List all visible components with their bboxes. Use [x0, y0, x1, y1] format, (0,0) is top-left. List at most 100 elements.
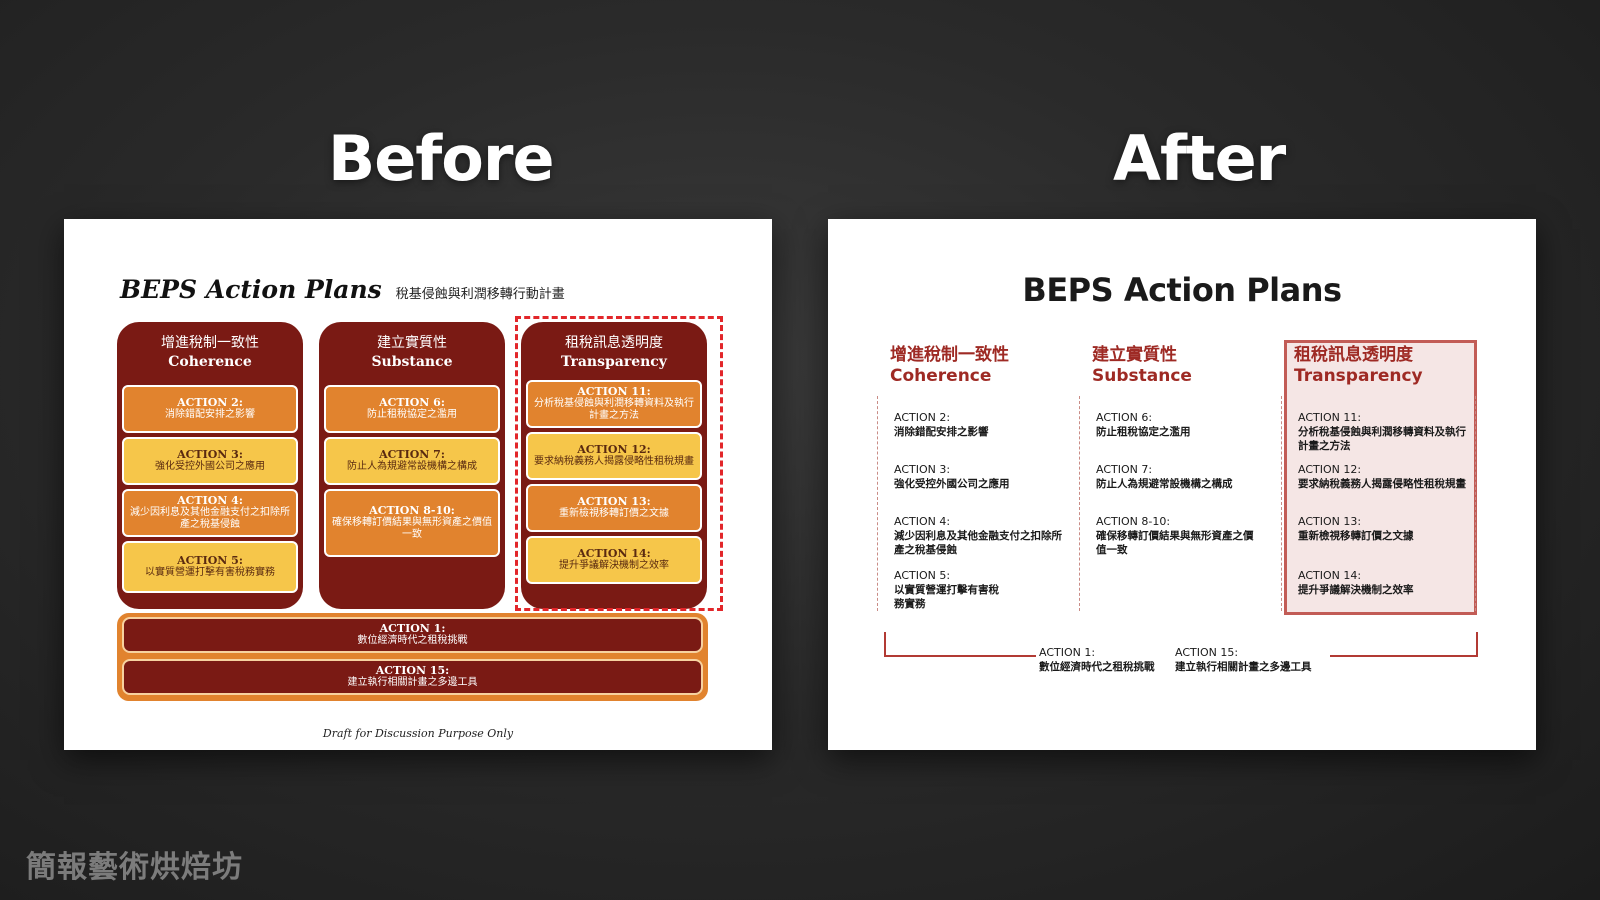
action-item: ACTION 7: 防止人為規避常設機構之構成 [1096, 463, 1271, 491]
action-card: ACTION 11: 分析稅基侵蝕與利潤移轉資料及執行計畫之方法 [526, 380, 702, 428]
action-item: ACTION 11: 分析稅基侵蝕與利潤移轉資料及執行計畫之方法 [1298, 411, 1468, 453]
action-title: ACTION 4: [894, 515, 951, 528]
action-desc: 防止人為規避常設機構之構成 [347, 461, 477, 472]
action-desc: 重新檢視移轉訂價之文據 [559, 508, 669, 519]
after-column-substance: 建立實質性 Substance ACTION 6: 防止租稅協定之濫用 ACTI… [1076, 345, 1274, 611]
action-card: ACTION 14: 提升爭議解決機制之效率 [526, 536, 702, 584]
action-desc: 確保移轉訂價結果與無形資產之價值一致 [332, 517, 492, 540]
action-card: ACTION 1: 數位經濟時代之租稅挑戰 [122, 617, 703, 653]
action-title: ACTION 7: [1096, 463, 1153, 476]
action-title: ACTION 13: [577, 495, 651, 508]
action-list: ACTION 11: 分析稅基侵蝕與利潤移轉資料及執行計畫之方法 ACTION … [1281, 396, 1476, 611]
action-desc: 以實質營運打擊有害稅務實務 [894, 584, 999, 610]
action-desc: 數位經濟時代之租稅挑戰 [1039, 661, 1155, 673]
bracket-right [1330, 632, 1478, 657]
column-title-en: Substance [1092, 366, 1192, 386]
action-card: ACTION 7: 防止人為規避常設機構之構成 [324, 437, 500, 485]
action-item: ACTION 6: 防止租稅協定之濫用 [1096, 411, 1271, 439]
action-desc: 要求納稅義務人揭露侵略性租稅規畫 [534, 456, 694, 467]
before-column-transparency: 租稅訊息透明度 Transparency ACTION 11: 分析稅基侵蝕與利… [521, 322, 707, 609]
action-desc: 建立執行相關計畫之多邊工具 [1175, 661, 1312, 673]
action-desc: 強化受控外國公司之應用 [894, 478, 1010, 490]
before-column-substance: 建立實質性 Substance ACTION 6: 防止租稅協定之濫用 ACTI… [319, 322, 505, 609]
column-title-en: Coherence [890, 366, 992, 386]
before-title: BEPS Action Plans [120, 275, 382, 304]
action-desc: 重新檢視移轉訂價之文據 [1298, 530, 1414, 542]
action-title: ACTION 8-10: [1096, 515, 1171, 528]
action-card: ACTION 6: 防止租稅協定之濫用 [324, 385, 500, 433]
action-card: ACTION 2: 消除錯配安排之影響 [122, 385, 298, 433]
action-card: ACTION 13: 重新檢視移轉訂價之文據 [526, 484, 702, 532]
action-desc: 減少因利息及其他金融支付之扣除所產之稅基侵蝕 [130, 507, 290, 530]
action-title: ACTION 5: [177, 554, 243, 567]
action-desc: 提升爭議解決機制之效率 [559, 560, 669, 571]
action-title: ACTION 7: [379, 448, 445, 461]
action-title: ACTION 3: [894, 463, 951, 476]
action-title: ACTION 6: [379, 396, 445, 409]
watermark-text: 簡報藝術烘焙坊 [26, 850, 243, 885]
column-header: 增進稅制一致性 Coherence [117, 322, 303, 384]
action-card: ACTION 4: 減少因利息及其他金融支付之扣除所產之稅基侵蝕 [122, 489, 298, 537]
action-title: ACTION 13: [1298, 515, 1362, 528]
action-title: ACTION 15: [375, 664, 450, 677]
action-desc: 消除錯配安排之影響 [165, 409, 255, 420]
action-card: ACTION 15: 建立執行相關計畫之多邊工具 [122, 659, 703, 695]
action-list: ACTION 6: 防止租稅協定之濫用 ACTION 7: 防止人為規避常設機構… [1079, 396, 1274, 611]
action-item: ACTION 1: 數位經濟時代之租稅挑戰 [1039, 646, 1155, 674]
column-header: 建立實質性 Substance [1076, 345, 1274, 386]
action-desc: 防止租稅協定之濫用 [1096, 426, 1191, 438]
action-item: ACTION 15: 建立執行相關計畫之多邊工具 [1175, 646, 1312, 674]
transparency-dashed-frame [515, 316, 723, 611]
column-header: 租稅訊息透明度 Transparency [1278, 345, 1476, 386]
action-title: ACTION 1: [1039, 646, 1096, 659]
action-desc: 分析稅基侵蝕與利潤移轉資料及執行計畫之方法 [1298, 426, 1466, 452]
action-desc: 消除錯配安排之影響 [894, 426, 989, 438]
action-item: ACTION 13: 重新檢視移轉訂價之文據 [1298, 515, 1473, 543]
column-title-zh: 增進稅制一致性 [161, 335, 259, 351]
action-title: ACTION 11: [577, 385, 651, 398]
action-desc: 強化受控外國公司之應用 [155, 461, 265, 472]
action-title: ACTION 4: [177, 494, 243, 507]
before-subtitle: 稅基侵蝕與利潤移轉行動計畫 [395, 287, 565, 302]
action-title: ACTION 3: [177, 448, 243, 461]
column-title-zh: 租稅訊息透明度 [1294, 345, 1413, 365]
action-title: ACTION 5: [894, 569, 951, 582]
action-title: ACTION 8-10: [369, 504, 455, 517]
action-item: ACTION 12: 要求納稅義務人揭露侵略性租稅規畫 [1298, 463, 1468, 491]
after-slide: BEPS Action Plans 增進稅制一致性 Coherence ACTI… [828, 219, 1536, 750]
action-desc: 減少因利息及其他金融支付之扣除所產之稅基侵蝕 [894, 530, 1062, 556]
action-title: ACTION 1: [379, 622, 446, 635]
action-desc: 防止人為規避常設機構之構成 [1096, 478, 1233, 490]
action-title: ACTION 12: [577, 443, 651, 456]
before-title-block: BEPS Action Plans 稅基侵蝕與利潤移轉行動計畫 [120, 275, 565, 304]
after-heading: After [1113, 122, 1286, 195]
column-title-en: Coherence [168, 354, 252, 370]
column-title-en: Transparency [561, 354, 667, 370]
action-title: ACTION 12: [1298, 463, 1362, 476]
action-desc: 以實質營運打擊有害稅務實務 [145, 567, 275, 578]
action-title: ACTION 14: [577, 547, 651, 560]
action-desc: 數位經濟時代之租稅挑戰 [357, 635, 468, 646]
column-title-zh: 建立實質性 [377, 335, 447, 351]
after-column-transparency: 租稅訊息透明度 Transparency ACTION 11: 分析稅基侵蝕與利… [1278, 345, 1476, 611]
column-title-en: Transparency [1294, 366, 1423, 386]
column-header: 增進稅制一致性 Coherence [874, 345, 1072, 386]
action-desc: 分析稅基侵蝕與利潤移轉資料及執行計畫之方法 [534, 398, 694, 421]
action-item: ACTION 3: 強化受控外國公司之應用 [894, 463, 1069, 491]
column-title-zh: 租稅訊息透明度 [565, 335, 663, 351]
action-item: ACTION 2: 消除錯配安排之影響 [894, 411, 1069, 439]
action-item: ACTION 5: 以實質營運打擊有害稅務實務 [894, 569, 999, 611]
action-title: ACTION 15: [1175, 646, 1239, 659]
after-column-coherence: 增進稅制一致性 Coherence ACTION 2: 消除錯配安排之影響 AC… [874, 345, 1072, 611]
action-desc: 要求納稅義務人揭露侵略性租稅規畫 [1298, 478, 1466, 490]
action-desc: 確保移轉訂價結果與無形資產之價值一致 [1096, 530, 1254, 556]
action-title: ACTION 2: [894, 411, 951, 424]
after-title: BEPS Action Plans [1022, 271, 1342, 309]
before-footer-note: Draft for Discussion Purpose Only [322, 727, 514, 740]
before-slide: BEPS Action Plans 稅基侵蝕與利潤移轉行動計畫 增進稅制一致性 … [64, 219, 772, 750]
bracket-left [884, 632, 1036, 657]
action-title: ACTION 11: [1298, 411, 1362, 424]
action-title: ACTION 6: [1096, 411, 1153, 424]
before-heading: Before [328, 122, 555, 195]
action-card: ACTION 3: 強化受控外國公司之應用 [122, 437, 298, 485]
